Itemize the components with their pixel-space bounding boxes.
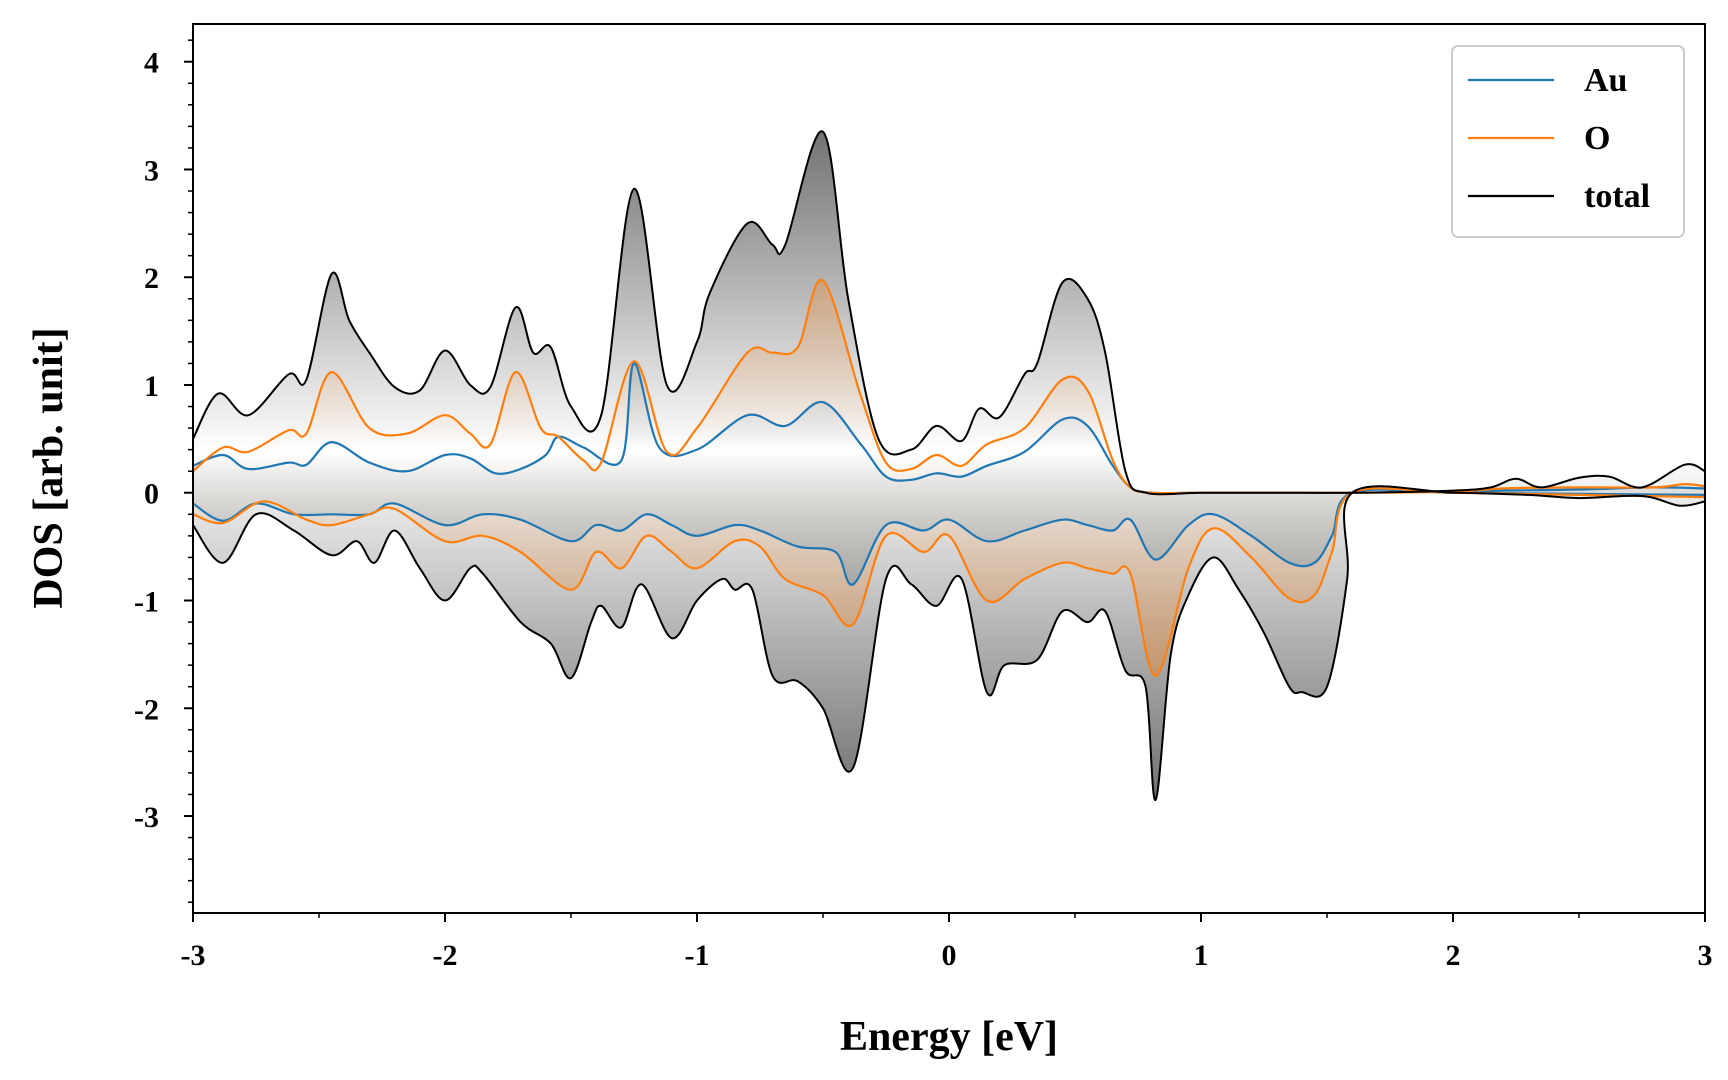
line-o-down — [193, 487, 1705, 678]
legend-label-au: Au — [1584, 62, 1627, 99]
fill-au-down — [193, 489, 1705, 585]
y-tick-label: -2 — [134, 693, 159, 726]
legend-label-total: total — [1584, 178, 1650, 215]
y-tick-label: 0 — [144, 478, 159, 511]
legend-box — [1451, 45, 1685, 238]
y-tick-label: -1 — [134, 586, 159, 619]
line-au-down — [193, 488, 1705, 586]
x-tick-label: -1 — [685, 939, 710, 972]
x-axis-title: Energy [eV] — [840, 1014, 1058, 1060]
y-tick-label: -3 — [134, 801, 159, 834]
x-axis: -3 -2 -1 0 1 2 3 — [181, 913, 1713, 972]
curve-lines — [193, 130, 1705, 801]
fill-au-up — [193, 363, 1705, 494]
x-tick-label: 2 — [1446, 939, 1461, 972]
line-total-down — [193, 485, 1705, 801]
x-tick-label: 0 — [942, 939, 957, 972]
y-tick-label: 2 — [144, 262, 159, 295]
x-tick-label: 3 — [1698, 939, 1713, 972]
x-tick-label: -2 — [433, 939, 458, 972]
x-tick-label: -3 — [181, 939, 206, 972]
y-tick-label: 3 — [144, 154, 159, 187]
x-tick-label: 1 — [1194, 939, 1209, 972]
y-tick-label: 1 — [144, 370, 159, 403]
legend-label-o: O — [1584, 120, 1610, 157]
y-axis-title: DOS [arb. unit] — [26, 327, 72, 608]
y-tick-label: 4 — [144, 47, 159, 80]
y-axis: -3 -2 -1 0 1 2 3 4 — [134, 39, 193, 903]
